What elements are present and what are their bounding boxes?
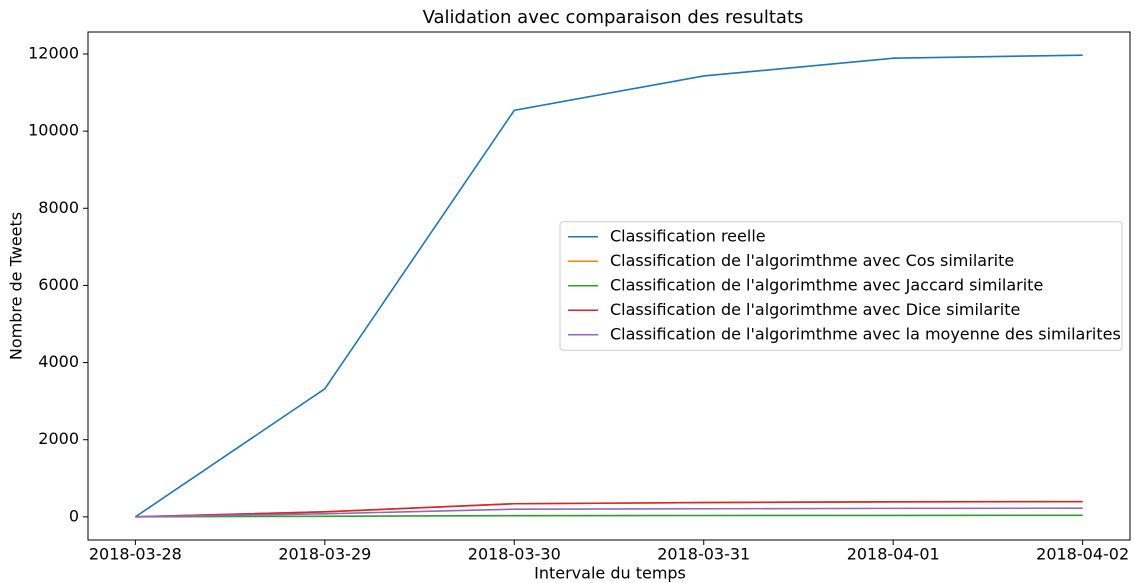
legend-label: Classification de l'algorimthme avec la …	[610, 324, 1121, 343]
y-tick-label: 2000	[38, 429, 79, 448]
legend-box	[559, 221, 1123, 351]
y-tick-label: 4000	[38, 352, 79, 371]
y-tick-label: 8000	[38, 198, 79, 217]
plot-frame	[87, 31, 1131, 541]
legend-label: Classification de l'algorimthme avec Cos…	[610, 251, 1014, 270]
series-line	[135, 507, 1083, 518]
legend: Classification reelle Classification de l…	[559, 221, 1123, 351]
x-tick-label: 2018-03-28	[89, 545, 182, 564]
y-tick-label: 6000	[38, 275, 79, 294]
y-axis-label: Nombre de Tweets	[7, 212, 26, 360]
x-tick-label: 2018-03-31	[657, 545, 750, 564]
legend-label: Classification reelle	[610, 226, 766, 245]
legend-label: Classification de l'algorimthme avec Dic…	[610, 300, 1020, 319]
chart-title: Validation avec comparaison des resultat…	[423, 7, 804, 28]
x-tick-label: 2018-03-29	[278, 545, 371, 564]
series-line	[134, 54, 1083, 518]
y-tick-label: 12000	[28, 43, 79, 62]
y-tick-label: 0	[69, 506, 79, 525]
x-axis-label: Intervale du temps	[534, 564, 686, 583]
x-tick-label: 2018-04-02	[1036, 545, 1129, 564]
y-tick-label: 10000	[28, 121, 79, 140]
legend-label: Classification de l'algorimthme avec Jac…	[610, 275, 1043, 294]
x-tick-label: 2018-03-30	[468, 545, 561, 564]
x-tick-label: 2018-04-01	[847, 545, 940, 564]
series-line	[135, 514, 1083, 518]
series-line	[135, 500, 1083, 518]
